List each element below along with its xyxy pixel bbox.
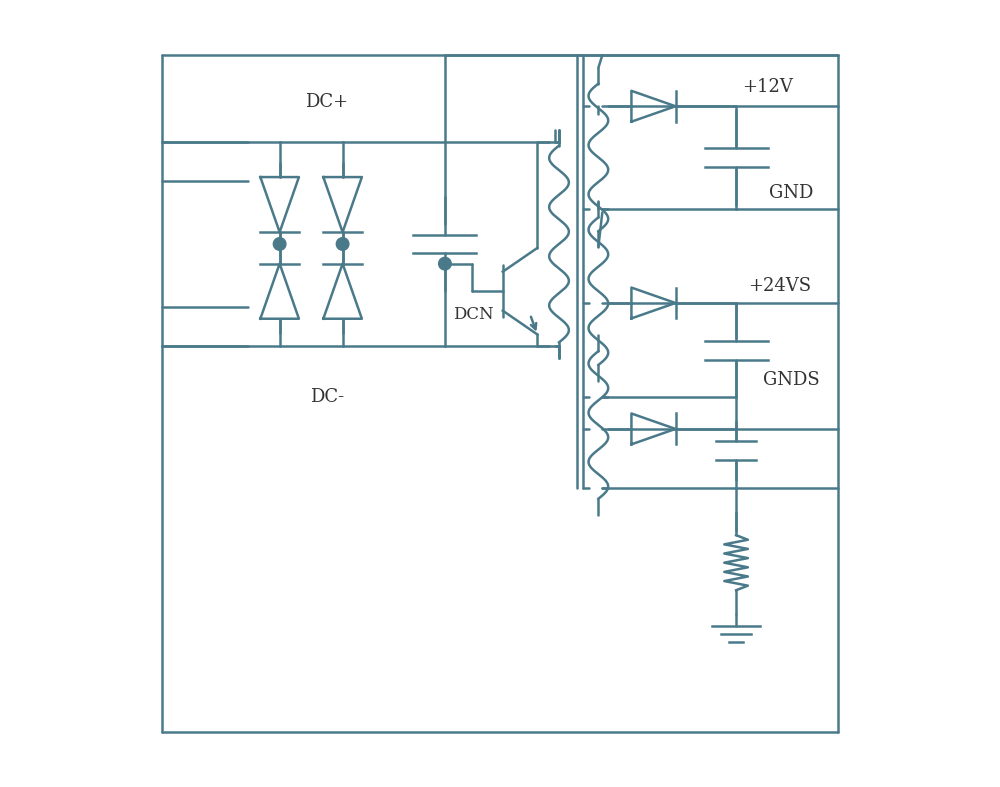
Circle shape <box>273 238 286 250</box>
Circle shape <box>439 257 451 270</box>
Text: +24VS: +24VS <box>748 277 811 294</box>
Text: DC+: DC+ <box>305 94 348 111</box>
Circle shape <box>336 238 349 250</box>
Text: +12V: +12V <box>742 78 793 95</box>
Text: DC-: DC- <box>310 389 344 406</box>
Text: GND: GND <box>769 184 813 201</box>
Text: DCN: DCN <box>453 306 493 323</box>
Text: GNDS: GNDS <box>763 371 820 389</box>
